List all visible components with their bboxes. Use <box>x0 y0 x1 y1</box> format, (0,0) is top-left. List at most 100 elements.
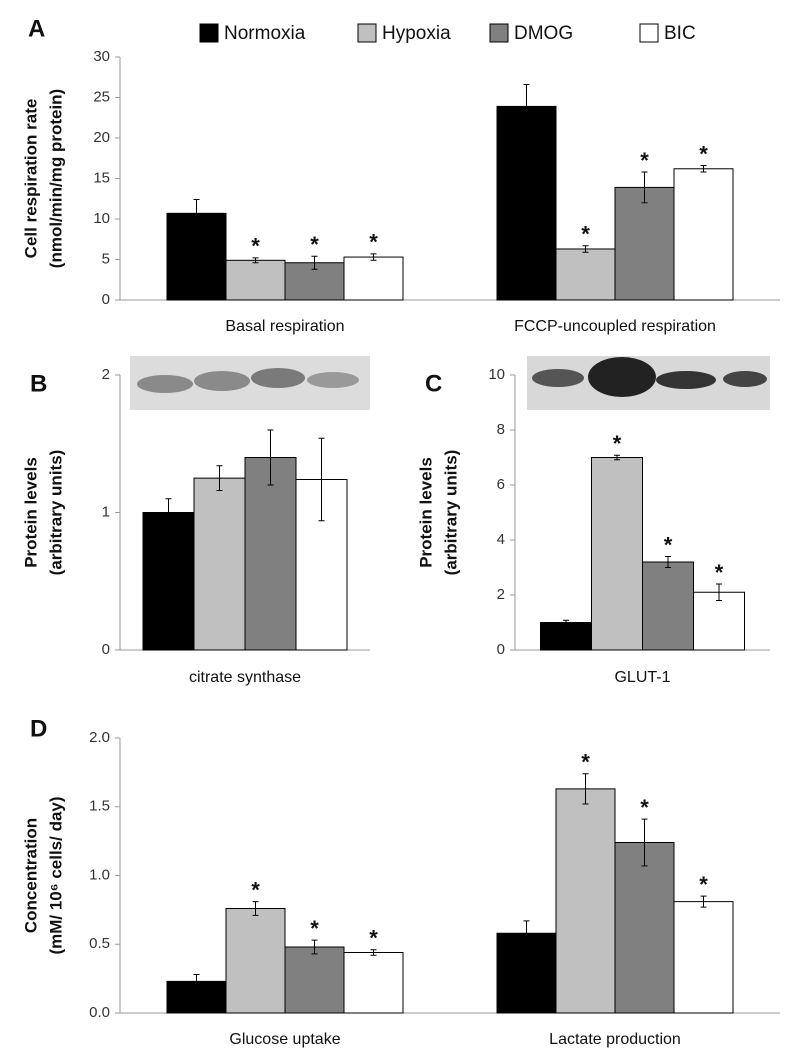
significance-mark: * <box>310 232 319 257</box>
bar <box>496 105 557 301</box>
legend-label: Normoxia <box>224 23 306 44</box>
y-tick-label: 1.0 <box>89 866 110 883</box>
bar <box>555 248 616 301</box>
error-bar <box>311 939 318 955</box>
x-tick-label: FCCP-uncoupled respiration <box>514 318 716 335</box>
legend-swatch <box>199 23 219 43</box>
error-bar <box>523 920 530 947</box>
bar <box>540 622 592 651</box>
error-bar <box>318 437 325 522</box>
bar <box>244 457 297 651</box>
y-axis-label: Cell respiration rate <box>21 99 40 259</box>
error-bar <box>311 255 318 270</box>
significance-mark: * <box>251 877 260 902</box>
y-tick-label: 8 <box>497 421 505 438</box>
error-bar <box>700 165 707 173</box>
bar <box>343 952 404 1014</box>
y-axis-label: (arbitrary units) <box>441 450 460 576</box>
y-tick-label: 15 <box>93 169 110 186</box>
error-bar <box>582 245 589 253</box>
significance-mark: * <box>640 795 649 820</box>
y-tick-label: 0 <box>497 641 505 658</box>
panel-label: C <box>425 370 442 397</box>
x-tick-label: GLUT-1 <box>614 669 670 686</box>
bar <box>614 186 675 301</box>
error-bar <box>370 253 377 261</box>
y-tick-label: 1 <box>102 503 110 520</box>
panel-label: A <box>28 15 45 42</box>
y-axis-label: Concentration <box>21 818 40 933</box>
error-bar <box>193 974 200 989</box>
error-bar <box>193 199 200 228</box>
error-bar <box>252 257 259 264</box>
error-bar <box>267 429 274 486</box>
significance-mark: * <box>369 926 378 951</box>
significance-mark: * <box>613 431 622 456</box>
error-bar <box>641 818 648 867</box>
x-tick-label: Lactate production <box>549 1031 681 1048</box>
y-tick-label: 30 <box>93 48 110 65</box>
y-tick-label: 10 <box>93 210 110 227</box>
legend-label: Hypoxia <box>382 23 451 44</box>
bar <box>343 256 404 301</box>
y-tick-label: 5 <box>102 250 110 267</box>
bar <box>614 842 675 1014</box>
significance-mark: * <box>310 916 319 941</box>
y-tick-label: 2.0 <box>89 729 110 746</box>
y-axis-label: (mM/ 10⁶ cells/ day) <box>46 796 65 954</box>
bar <box>142 512 195 651</box>
y-tick-label: 20 <box>93 129 110 146</box>
legend-label: BIC <box>664 23 696 44</box>
error-bar <box>665 556 671 568</box>
y-axis-label: Protein levels <box>21 457 40 568</box>
significance-mark: * <box>369 230 378 255</box>
error-bar <box>641 171 648 204</box>
y-tick-label: 0 <box>102 291 110 308</box>
error-bar <box>563 619 569 626</box>
x-tick-label: Basal respiration <box>225 318 344 335</box>
significance-mark: * <box>664 532 673 557</box>
significance-mark: * <box>699 872 708 897</box>
western-blot <box>527 356 770 410</box>
y-tick-label: 4 <box>497 531 505 548</box>
error-bar <box>716 583 722 601</box>
y-tick-label: 2 <box>102 366 110 383</box>
error-bar <box>614 454 620 461</box>
error-bar <box>370 949 377 956</box>
y-tick-label: 2 <box>497 586 505 603</box>
error-bar <box>216 465 223 491</box>
bar <box>642 561 694 651</box>
y-tick-label: 0 <box>102 641 110 658</box>
legend-swatch <box>489 23 509 43</box>
bar <box>673 901 734 1014</box>
legend-swatch <box>639 23 659 43</box>
western-blot <box>130 356 370 410</box>
error-bar <box>523 84 530 129</box>
significance-mark: * <box>715 560 724 585</box>
bar <box>193 477 246 651</box>
bar <box>693 591 745 651</box>
significance-mark: * <box>581 750 590 775</box>
bar <box>591 457 643 651</box>
y-tick-label: 6 <box>497 476 505 493</box>
bar <box>673 168 734 301</box>
legend-swatch <box>357 23 377 43</box>
x-tick-label: Glucose uptake <box>229 1031 340 1048</box>
x-tick-label: citrate synthase <box>189 669 301 686</box>
y-tick-label: 1.5 <box>89 798 110 815</box>
bar <box>166 212 227 301</box>
y-tick-label: 25 <box>93 88 110 105</box>
error-bar <box>165 498 172 527</box>
significance-mark: * <box>640 148 649 173</box>
error-bar <box>700 895 707 908</box>
y-axis-label: (nmol/min/mg protein) <box>46 89 65 268</box>
bar <box>225 259 286 301</box>
bar <box>555 788 616 1014</box>
error-bar <box>582 773 589 805</box>
panel-label: B <box>30 370 47 397</box>
y-tick-label: 0.5 <box>89 935 110 952</box>
y-axis-label: Protein levels <box>416 457 435 568</box>
bar <box>496 932 557 1014</box>
panel-label: D <box>30 715 47 742</box>
